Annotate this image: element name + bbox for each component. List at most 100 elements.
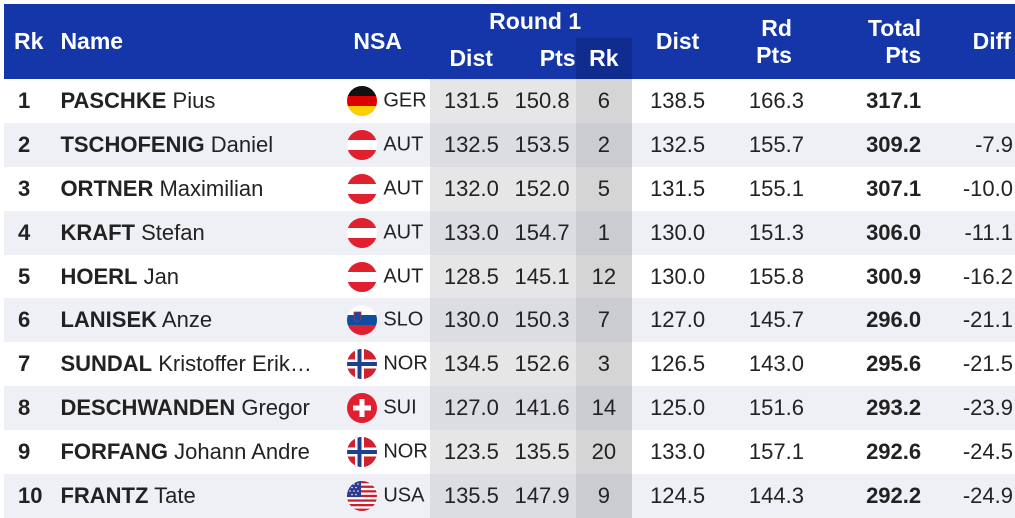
nsa-cell: USA <box>343 474 431 518</box>
athlete-name-cell[interactable]: SUNDAL Kristoffer Erik… <box>48 342 344 387</box>
athlete-surname: TSCHOFENIG <box>60 131 205 157</box>
table-row[interactable]: 3 ORTNER Maximilian AUT 132.0 152.0 5 131.5 155… <box>4 166 1015 211</box>
col-header-total-pts[interactable]: Total Pts <box>813 4 936 79</box>
rank-cell: 1 <box>4 79 49 123</box>
athlete-name-cell[interactable]: TSCHOFENIG Daniel <box>48 122 344 167</box>
rd-pts-cell: 143.0 <box>723 342 814 387</box>
athlete-name-cell[interactable]: LANISEK Anze <box>48 298 344 343</box>
athlete-firstname: Maximilian <box>159 175 264 201</box>
nsa-cell: SLO <box>343 298 431 343</box>
rd-pts-cell: 144.3 <box>723 474 814 518</box>
athlete-name-cell[interactable]: DESCHWANDEN Gregor <box>48 386 344 431</box>
rd-pts-cell: 157.1 <box>723 430 814 475</box>
athlete-firstname: Tate <box>154 482 196 508</box>
round1-pts-cell: 154.7 <box>502 210 576 255</box>
col-header-diff[interactable]: Diff <box>935 4 1015 79</box>
table-row[interactable]: 5 HOERL Jan AUT 128.5 145.1 12 130.0 155.8 300.9… <box>4 254 1015 299</box>
round1-pts-cell: 152.0 <box>502 166 576 211</box>
col-header-r1-pts[interactable]: Pts <box>502 38 576 79</box>
nsa-cell: AUT <box>343 122 431 167</box>
col-header-r1-dist[interactable]: Dist <box>430 38 503 79</box>
table-row[interactable]: 2 TSCHOFENIG Daniel AUT 132.5 153.5 2 132.5 155… <box>4 122 1015 167</box>
round1-rk-cell: 20 <box>575 430 633 475</box>
col-header-nsa[interactable]: NSA <box>343 4 431 79</box>
rank-cell: 2 <box>4 122 49 167</box>
round1-dist-cell: 130.0 <box>430 298 503 343</box>
col-header-total-pts-line1: Total <box>867 14 922 41</box>
col-header-name[interactable]: Name <box>48 4 344 79</box>
austria-flag-icon <box>347 217 378 248</box>
rank-cell: 9 <box>4 430 49 475</box>
total-pts-cell: 293.2 <box>813 386 936 431</box>
dist-cell: 138.5 <box>632 79 724 123</box>
athlete-surname: HOERL <box>60 263 138 289</box>
athlete-surname: FORFANG <box>60 439 168 465</box>
table-row[interactable]: 1 PASCHKE Pius GER 131.5 150.8 6 138.5 166.3 317… <box>4 79 1015 123</box>
rd-pts-cell: 151.6 <box>723 386 814 431</box>
round1-pts-cell: 141.6 <box>502 386 576 431</box>
dist-cell: 125.0 <box>632 386 724 431</box>
diff-cell: -16.2 <box>935 254 1015 299</box>
col-header-rank[interactable]: Rk <box>4 4 49 79</box>
nsa-cell: AUT <box>343 166 431 211</box>
round1-rk-cell: 6 <box>575 79 633 123</box>
rank-cell: 8 <box>4 386 49 431</box>
round1-dist-cell: 135.5 <box>430 474 503 518</box>
rank-cell: 4 <box>4 210 49 255</box>
nsa-cell: AUT <box>343 254 431 299</box>
nsa-cell: GER <box>343 79 431 123</box>
dist-cell: 124.5 <box>632 474 724 518</box>
round1-rk-cell: 1 <box>575 210 633 255</box>
round1-dist-cell: 131.5 <box>430 79 503 123</box>
round1-rk-cell: 9 <box>575 474 633 518</box>
diff-cell: -7.9 <box>935 122 1015 167</box>
nsa-code: SUI <box>383 396 417 419</box>
athlete-name-cell[interactable]: KRAFT Stefan <box>48 210 344 255</box>
austria-flag-icon <box>347 129 378 160</box>
col-header-round1: Round 1 <box>430 4 633 38</box>
col-header-r1-rk[interactable]: Rk <box>575 38 633 79</box>
col-header-rd-pts[interactable]: Rd Pts <box>723 4 814 79</box>
table-header: Rk Name NSA Round 1 Dist Rd Pts Total Pt… <box>4 4 1015 79</box>
nsa-code: SLO <box>383 308 424 331</box>
round1-pts-cell: 150.8 <box>502 79 576 123</box>
slovenia-flag-icon <box>347 305 378 336</box>
athlete-name-cell[interactable]: HOERL Jan <box>48 254 344 299</box>
nsa-code: AUT <box>383 177 424 200</box>
dist-cell: 131.5 <box>632 166 724 211</box>
dist-cell: 130.0 <box>632 254 724 299</box>
athlete-firstname: Daniel <box>210 131 274 157</box>
round1-dist-cell: 128.5 <box>430 254 503 299</box>
table-row[interactable]: 7 SUNDAL Kristoffer Erik… NOR 134.5 152.6 3 12… <box>4 342 1015 387</box>
nsa-cell: AUT <box>343 210 431 255</box>
table-body: 1 PASCHKE Pius GER 131.5 150.8 6 138.5 166.3 317… <box>4 79 1015 518</box>
nsa-cell: NOR <box>343 430 431 475</box>
athlete-name-cell[interactable]: ORTNER Maximilian <box>48 166 344 211</box>
table-row[interactable]: 4 KRAFT Stefan AUT 133.0 154.7 1 130.0 151.3 306… <box>4 210 1015 255</box>
nsa-cell: NOR <box>343 342 431 387</box>
athlete-surname: FRANTZ <box>60 482 149 508</box>
col-header-dist[interactable]: Dist <box>632 4 724 79</box>
germany-flag-icon <box>347 85 378 116</box>
athlete-firstname: Pius <box>172 87 216 113</box>
table-row[interactable]: 6 LANISEK Anze SLO 130.0 150.3 7 127.0 145.7 296… <box>4 298 1015 343</box>
diff-cell: -24.9 <box>935 474 1015 518</box>
round1-dist-cell: 127.0 <box>430 386 503 431</box>
nsa-code: AUT <box>383 265 424 287</box>
round1-rk-cell: 14 <box>575 386 633 431</box>
col-header-total-pts-line2: Pts <box>885 41 922 68</box>
athlete-firstname: Stefan <box>141 219 205 245</box>
athlete-name-cell[interactable]: FORFANG Johann Andre <box>48 430 344 475</box>
athlete-name-cell[interactable]: FRANTZ Tate <box>48 474 344 518</box>
table-row[interactable]: 9 FORFANG Johann Andre NOR 123.5 135.5 20 133.… <box>4 430 1015 475</box>
total-pts-cell: 295.6 <box>813 342 936 387</box>
nsa-code: GER <box>383 89 427 112</box>
austria-flag-icon <box>347 261 378 292</box>
table-row[interactable]: 10 FRANTZ Tate USA 135.5 147.9 9 124.5 144.3 292… <box>4 474 1015 518</box>
athlete-surname: ORTNER <box>60 175 154 201</box>
round1-rk-cell: 5 <box>575 166 633 211</box>
dist-cell: 132.5 <box>632 122 724 167</box>
table-row[interactable]: 8 DESCHWANDEN Gregor SUI 127.0 141.6 14 125.0 1… <box>4 386 1015 431</box>
austria-flag-icon <box>347 173 378 204</box>
athlete-name-cell[interactable]: PASCHKE Pius <box>48 79 344 123</box>
